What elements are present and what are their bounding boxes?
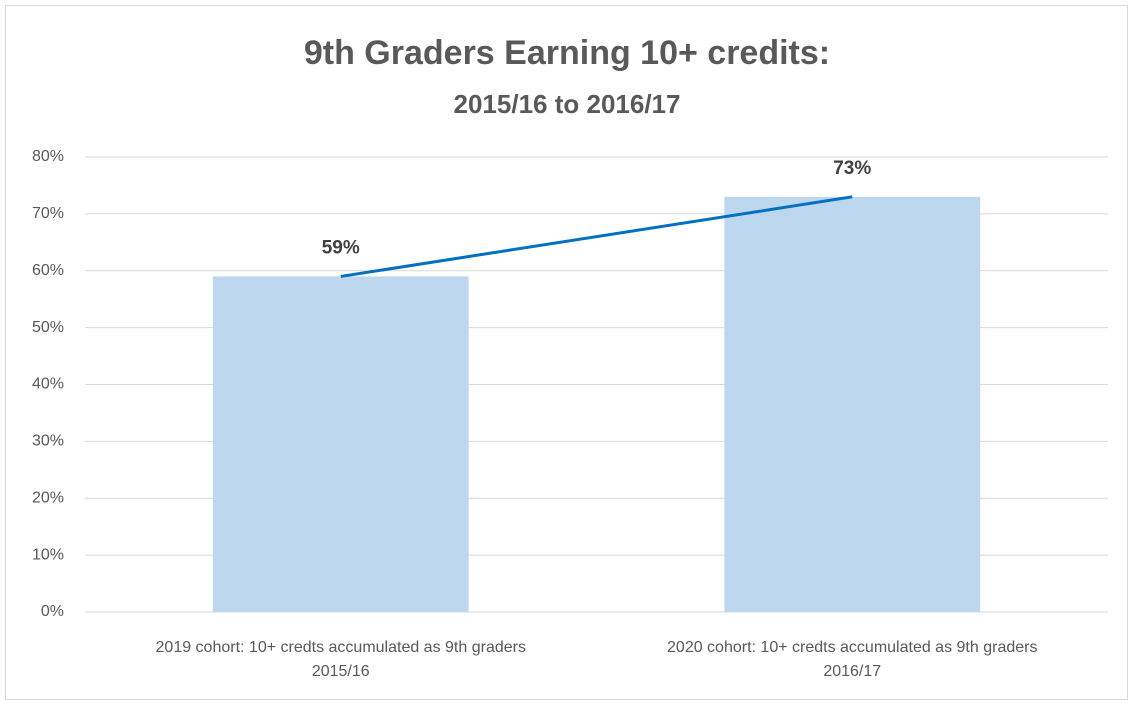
chart-subtitle: 2015/16 to 2016/17 (454, 89, 681, 119)
y-tick-label: 40% (32, 376, 64, 393)
y-tick-label: 10% (32, 546, 64, 563)
y-tick-label: 50% (32, 319, 64, 336)
x-tick-label: 2019 cohort: 10+ credts accumulated as 9… (156, 639, 526, 656)
trend-line (340, 195, 853, 278)
y-tick-label: 0% (41, 603, 64, 620)
data-label: 73% (833, 158, 871, 179)
x-tick-label: 2020 cohort: 10+ credts accumulated as 9… (667, 639, 1037, 656)
y-tick-label: 80% (32, 148, 64, 165)
x-tick-label: 2015/16 (312, 663, 370, 680)
x-tick-label: 2016/17 (823, 663, 881, 680)
bar (212, 276, 469, 612)
y-tick-label: 70% (32, 205, 64, 222)
bar (724, 196, 981, 612)
y-tick-label: 60% (32, 262, 64, 279)
data-label: 59% (322, 237, 360, 258)
y-tick-label: 20% (32, 489, 64, 506)
y-tick-label: 30% (32, 433, 64, 450)
chart-title: 9th Graders Earning 10+ credits: (304, 34, 830, 72)
